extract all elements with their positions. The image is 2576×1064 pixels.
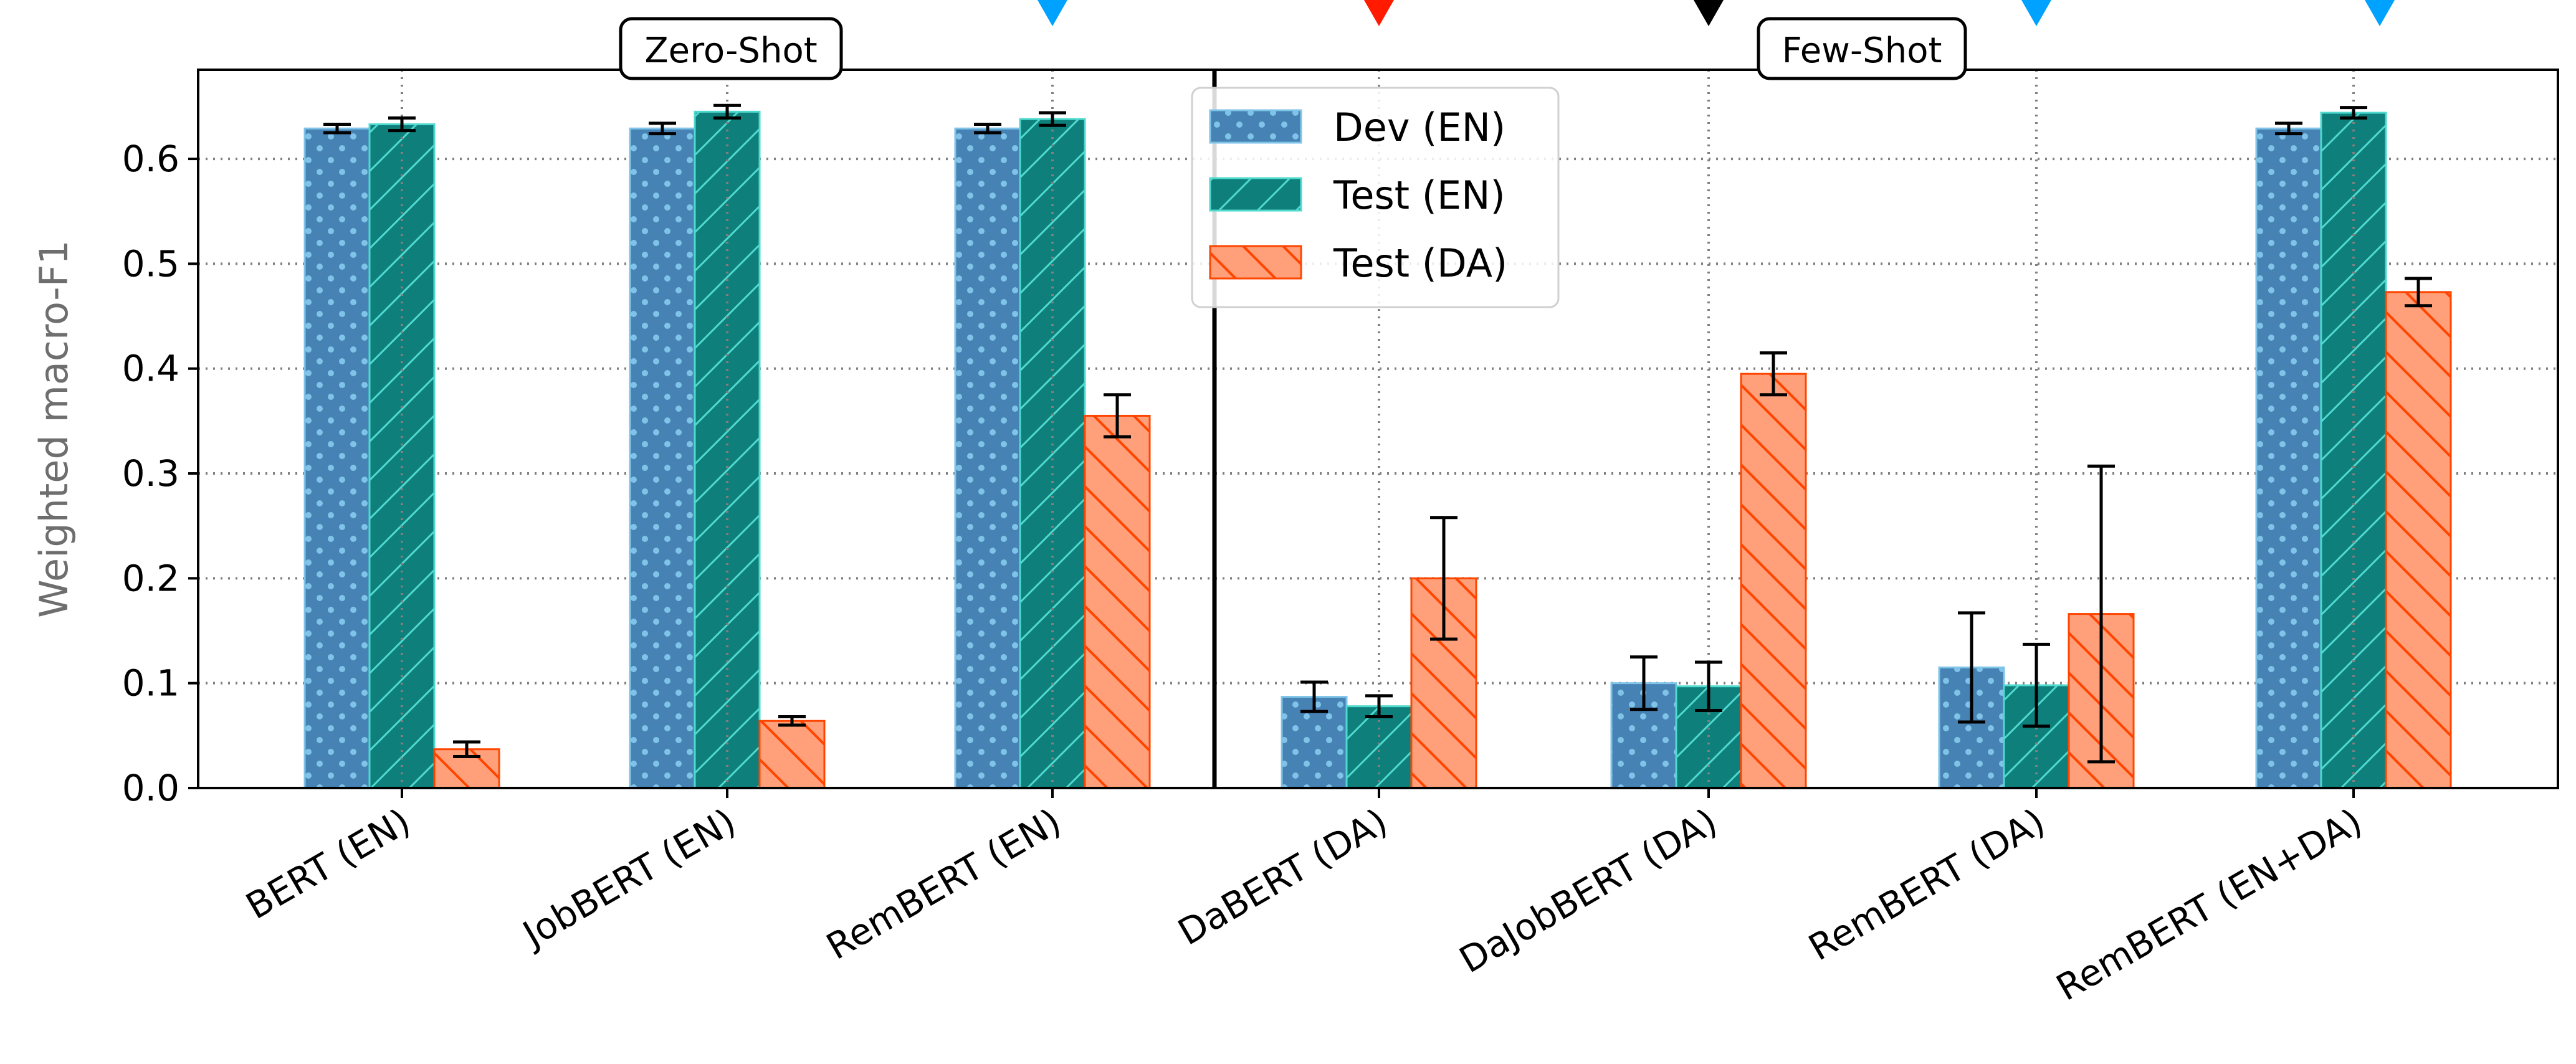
top-marker-triangle [1038, 0, 1067, 26]
legend: Dev (EN) Test (EN) Test (DA) [1191, 87, 1560, 308]
y-tick-label: 0.4 [122, 348, 179, 390]
y-tick-label: 0.2 [122, 557, 179, 599]
y-tick-label: 0.3 [122, 452, 179, 495]
error-bar [1630, 655, 1658, 711]
bar [629, 127, 696, 789]
error-bar [1365, 694, 1393, 719]
error-bar [974, 123, 1001, 135]
error-bar [649, 121, 676, 136]
group-annotation-label: Few-Shot [1782, 31, 1942, 71]
y-tick-label: 0.0 [122, 767, 179, 809]
x-tick-label: JobBERT (EN) [514, 800, 743, 956]
legend-label-test-en: Test (EN) [1333, 173, 1505, 218]
error-bar [2023, 642, 2050, 728]
x-tick-label: RemBERT (DA) [1801, 800, 2052, 969]
error-bar [2340, 106, 2367, 120]
error-bar [1695, 660, 1722, 712]
x-tick-label: BERT (EN) [239, 800, 417, 928]
error-bar [778, 715, 806, 727]
bar [2385, 291, 2452, 789]
bar [368, 123, 436, 789]
top-marker-triangle [2365, 0, 2395, 26]
error-bar [323, 123, 351, 135]
y-axis-label: Weighted macro-F1 [31, 240, 77, 617]
group-annotation: Zero-Shot [619, 17, 843, 80]
x-tick-label: DaBERT (DA) [1171, 800, 1395, 953]
y-tick-label: 0.6 [122, 138, 179, 180]
legend-swatch-test-da [1209, 245, 1302, 280]
bar [303, 127, 371, 789]
legend-swatch-dev-en [1209, 109, 1302, 144]
group-annotation-box [619, 17, 843, 80]
bar [1345, 705, 1413, 789]
x-tick-label: DaJobBERT (DA) [1453, 800, 1724, 981]
error-bar [2405, 277, 2432, 308]
bar [2320, 112, 2387, 789]
legend-label-dev-en: Dev (EN) [1333, 105, 1505, 150]
bar [758, 720, 826, 789]
bar [1084, 414, 1151, 789]
group-annotation-label: Zero-Shot [644, 31, 817, 71]
y-tick-label: 0.5 [122, 242, 179, 285]
error-bar [713, 103, 741, 120]
bar [954, 127, 1021, 789]
error-bar [2087, 464, 2115, 764]
error-bar [1104, 393, 1131, 439]
top-marker-triangle [1364, 0, 1394, 26]
error-bar [1760, 351, 1787, 397]
top-marker-triangle [1694, 0, 1724, 26]
error-bar [1430, 516, 1457, 641]
legend-label-test-da: Test (DA) [1333, 240, 1507, 286]
error-bar [453, 740, 480, 759]
legend-swatch-test-en [1209, 177, 1302, 212]
y-tick-label: 0.1 [122, 662, 179, 705]
bar [1740, 373, 1807, 789]
group-annotation-box [1757, 17, 1967, 80]
bar [2255, 127, 2322, 789]
group-annotation: Few-Shot [1757, 17, 1967, 80]
error-bar [1958, 611, 1985, 724]
x-tick-label: RemBERT (EN+DA) [2049, 800, 2369, 1009]
error-bar [1039, 111, 1066, 127]
error-bar [1300, 680, 1328, 713]
top-marker-triangle [2021, 0, 2051, 26]
error-bar [2275, 121, 2302, 136]
x-tick-label: RemBERT (EN) [819, 800, 1068, 968]
error-bar [388, 116, 416, 133]
